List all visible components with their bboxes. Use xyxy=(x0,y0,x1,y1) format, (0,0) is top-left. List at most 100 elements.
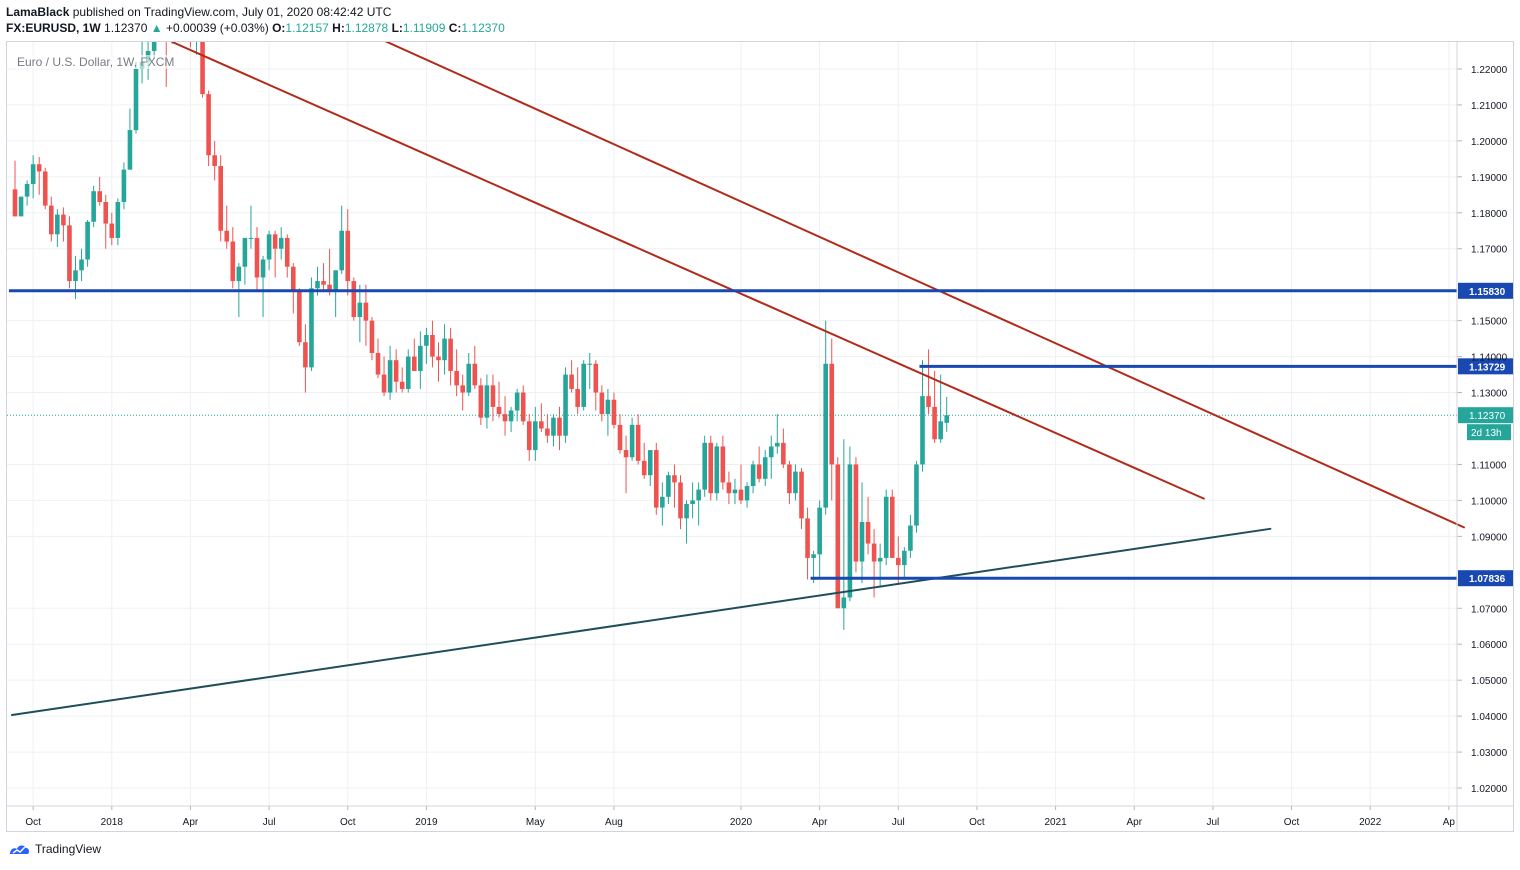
candle xyxy=(448,327,453,386)
candle xyxy=(551,414,556,447)
candle-body xyxy=(829,363,835,465)
candle xyxy=(775,414,780,454)
candle xyxy=(847,446,853,602)
up-arrow-icon: ▲ xyxy=(150,21,163,35)
author-name[interactable]: LamaBlack xyxy=(6,5,70,19)
candlestick-chart[interactable]: 1.15830 1.13729 1.07836 1.12370 2d 13h 1.220… xyxy=(7,42,1514,832)
candle xyxy=(859,482,865,584)
y-tick-label: 1.14000 xyxy=(1471,353,1508,364)
low-value: 1.11909 xyxy=(402,21,446,35)
candle xyxy=(230,227,236,289)
candle-body xyxy=(545,428,550,436)
candle xyxy=(793,464,798,501)
candle xyxy=(254,227,260,292)
candle-body xyxy=(30,164,36,185)
chart-area[interactable]: 1.15830 1.13729 1.07836 1.12370 2d 13h 1.220… xyxy=(6,41,1514,832)
candle xyxy=(841,439,847,630)
x-tick-label: 2020 xyxy=(730,817,753,828)
candle xyxy=(871,529,877,598)
candle xyxy=(817,500,822,580)
candle-body xyxy=(472,363,478,386)
candle-body xyxy=(97,191,102,202)
candle xyxy=(418,331,423,389)
x-tick-label: Apr xyxy=(812,817,828,828)
candle xyxy=(696,482,701,526)
chart-header: LamaBlack published on TradingView.com, … xyxy=(6,4,505,36)
candle xyxy=(908,514,913,558)
candle xyxy=(291,263,296,314)
candle-body xyxy=(224,230,230,242)
candle-body xyxy=(672,475,677,483)
candle-body xyxy=(121,169,127,202)
candle xyxy=(635,414,641,465)
candle-body xyxy=(805,518,810,558)
candle xyxy=(575,367,580,415)
candle-body xyxy=(841,597,847,609)
candle-body xyxy=(678,482,683,519)
candle-body xyxy=(151,42,157,51)
candle xyxy=(18,196,24,217)
candle xyxy=(587,352,593,389)
candle xyxy=(545,414,550,443)
symbol-label: FX:EURUSD, 1W xyxy=(6,21,101,35)
candle xyxy=(702,435,707,497)
candle xyxy=(36,157,42,195)
candle xyxy=(496,381,502,418)
candle-body xyxy=(321,281,326,285)
candle-body xyxy=(115,201,121,238)
candle-body xyxy=(726,482,732,494)
candle xyxy=(629,417,635,461)
x-tick-label: Aug xyxy=(605,817,623,828)
high-label: H: xyxy=(332,21,345,35)
candle-body xyxy=(381,374,387,393)
candle xyxy=(24,180,30,206)
candle-body xyxy=(551,417,556,436)
candle xyxy=(678,475,683,530)
candle-body xyxy=(569,374,574,389)
publish-info: published on TradingView.com, July 01, 2… xyxy=(72,5,392,19)
candle xyxy=(242,237,248,285)
candle-body xyxy=(629,424,635,458)
trendline-upper-resistance xyxy=(384,42,1465,529)
candle xyxy=(714,442,720,501)
candle-body xyxy=(908,525,913,551)
candle xyxy=(272,230,278,278)
candle xyxy=(756,446,762,483)
y-tick-label: 1.22000 xyxy=(1471,65,1508,76)
candle-body xyxy=(460,385,465,393)
last-price-label: 1.12370 xyxy=(1469,411,1506,422)
candle-body xyxy=(944,415,949,423)
candle xyxy=(466,352,472,397)
candle xyxy=(103,194,109,249)
candle xyxy=(278,227,284,260)
y-tick-label: 1.09000 xyxy=(1471,532,1508,543)
candle-body xyxy=(817,507,822,555)
candle xyxy=(97,176,102,206)
candle xyxy=(938,374,943,443)
candle xyxy=(744,482,750,508)
candle-body xyxy=(454,370,459,386)
candle-body xyxy=(811,554,816,558)
candle xyxy=(599,385,605,422)
candle-body xyxy=(750,464,756,487)
candle xyxy=(127,108,133,170)
candle xyxy=(902,547,907,580)
candle xyxy=(726,471,732,504)
candle xyxy=(30,155,36,199)
candle-body xyxy=(91,191,96,222)
footer-brand[interactable]: TradingView xyxy=(8,842,101,856)
candle-body xyxy=(587,363,593,365)
candle xyxy=(387,345,393,400)
candle xyxy=(932,370,937,443)
candle xyxy=(654,442,659,515)
candle xyxy=(67,216,72,289)
candle xyxy=(672,464,677,508)
candle-body xyxy=(24,184,30,197)
last-price-badge xyxy=(1458,407,1513,424)
candle xyxy=(454,349,459,397)
tradingview-logo-icon xyxy=(10,845,30,854)
candle xyxy=(42,167,48,210)
y-tick-label: 1.03000 xyxy=(1471,748,1508,759)
candle-body xyxy=(926,396,931,407)
candle-body xyxy=(393,360,399,382)
